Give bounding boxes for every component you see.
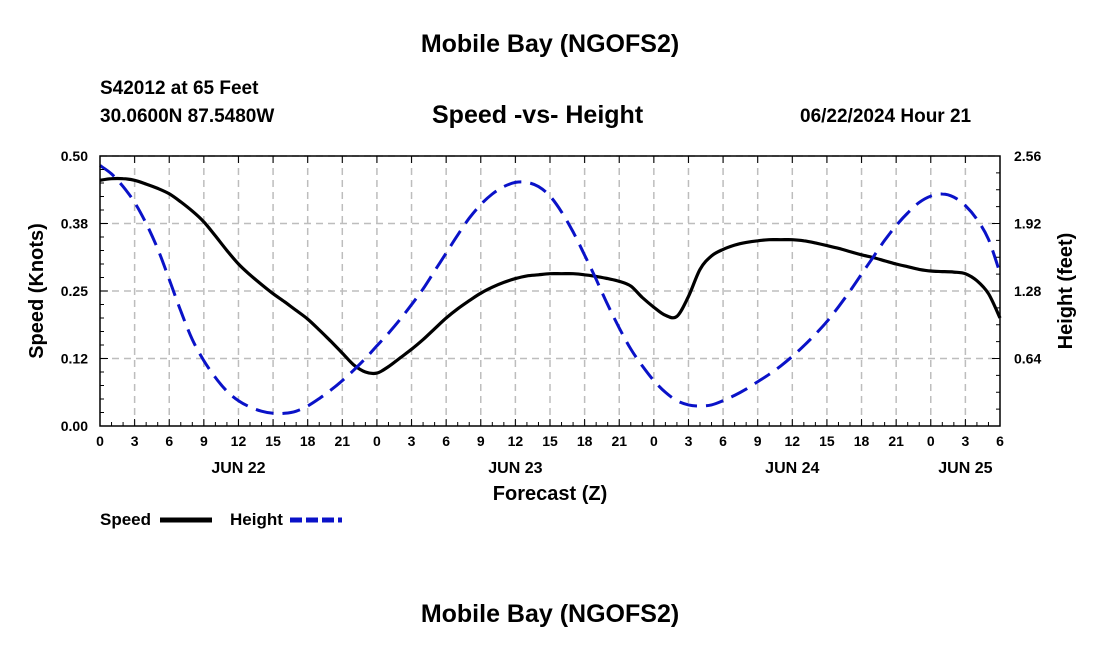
chart-title: Speed -vs- Height <box>432 101 644 129</box>
x-tick-label: 15 <box>542 433 558 449</box>
x-tick-label: 18 <box>577 433 593 449</box>
x-tick-label: 6 <box>442 433 450 449</box>
x-tick-label: 9 <box>200 433 208 449</box>
series-layer <box>99 164 1002 416</box>
axes: 0 3 6 9 12 15 18 21 0 3 6 9 12 15 18 21 0 3 6 9 12 15 18 21 0 3 6J… <box>61 148 1042 477</box>
legend-label-height: Height <box>230 510 283 529</box>
top-title: Mobile Bay (NGOFS2) <box>420 30 680 58</box>
legend: Speed Height <box>100 510 342 529</box>
legend-label-speed: Speed <box>100 510 151 529</box>
x-tick-label: 3 <box>961 433 969 449</box>
y2-axis-title: Height (feet) <box>1055 233 1077 350</box>
date-label: JUN 24 <box>765 460 819 477</box>
x-tick-label: 12 <box>785 433 801 449</box>
x-tick-label: 3 <box>408 433 416 449</box>
y2-tick-label: 1.28 <box>1014 283 1041 299</box>
x-tick-label: 3 <box>131 433 139 449</box>
x-tick-label: 0 <box>373 433 381 449</box>
x-tick-label: 9 <box>477 433 485 449</box>
x-tick-label: 9 <box>754 433 762 449</box>
x-tick-label: 0 <box>96 433 104 449</box>
x-tick-label: 0 <box>650 433 658 449</box>
x-tick-label: 12 <box>508 433 524 449</box>
grid <box>100 155 1000 426</box>
x-tick-label: 6 <box>996 433 1004 449</box>
x-tick-label: 6 <box>165 433 173 449</box>
x-tick-label: 15 <box>819 433 835 449</box>
x-tick-label: 12 <box>231 433 247 449</box>
coordinates-label: 30.0600N 87.5480W <box>100 106 275 127</box>
y-tick-label: 0.12 <box>61 351 88 367</box>
x-tick-label: 21 <box>888 433 904 449</box>
x-tick-label: 15 <box>265 433 281 449</box>
x-tick-label: 21 <box>335 433 351 449</box>
date-label: JUN 25 <box>938 460 992 477</box>
date-label: JUN 23 <box>488 460 542 477</box>
date-label: JUN 22 <box>211 460 265 477</box>
x-tick-label: 6 <box>719 433 727 449</box>
x-tick-label: 18 <box>300 433 316 449</box>
x-tick-label: 3 <box>685 433 693 449</box>
y-tick-label: 0.00 <box>61 418 88 434</box>
bottom-title: Mobile Bay (NGOFS2) <box>420 600 680 628</box>
station-label: S42012 at 65 Feet <box>100 78 259 99</box>
y-tick-label: 0.38 <box>61 216 88 232</box>
x-tick-label: 0 <box>927 433 935 449</box>
x-tick-label: 18 <box>854 433 870 449</box>
series-line-speed <box>99 176 1002 376</box>
timestamp-label: 06/22/2024 Hour 21 <box>800 106 972 127</box>
x-axis-title: Forecast (Z) <box>493 483 607 505</box>
y2-tick-label: 2.56 <box>1014 148 1041 164</box>
x-tick-label: 21 <box>611 433 627 449</box>
y2-tick-label: 1.92 <box>1014 216 1041 232</box>
y-axis-title: Speed (Knots) <box>26 223 48 359</box>
y2-tick-label: 0.64 <box>1014 351 1041 367</box>
y-tick-label: 0.25 <box>61 283 88 299</box>
y-tick-label: 0.50 <box>61 148 88 164</box>
